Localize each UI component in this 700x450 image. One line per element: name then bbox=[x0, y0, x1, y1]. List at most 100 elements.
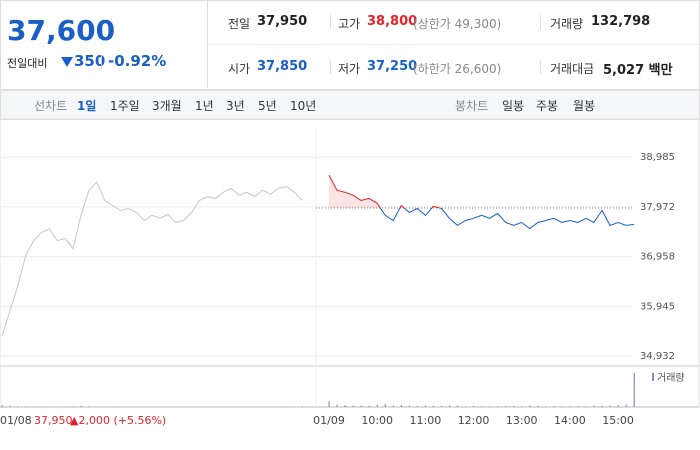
stat-value: 132,798 bbox=[591, 14, 651, 29]
volume-bar bbox=[360, 405, 362, 407]
price-line bbox=[1, 181, 303, 337]
change-label: 전일대비 bbox=[7, 57, 48, 70]
volume-bar bbox=[456, 405, 459, 407]
volume-bar bbox=[432, 405, 435, 407]
tab-group-label: 선차트 bbox=[34, 99, 68, 113]
volume-bar bbox=[529, 405, 531, 407]
separator bbox=[101, 55, 102, 69]
volume-bar bbox=[336, 404, 338, 407]
x-tick-label: 01/08 bbox=[0, 414, 32, 427]
separator bbox=[540, 60, 541, 74]
volume-bar bbox=[569, 406, 571, 407]
tab-group-label: 봉차트 bbox=[455, 99, 489, 113]
stat-value: 37,950 bbox=[257, 14, 308, 29]
stat-label: 거래대금 bbox=[550, 62, 595, 76]
chart: 38,985 37,972 36,958 35,945 34,932 거래량 01/08 01… bbox=[0, 118, 700, 427]
volume-bar bbox=[9, 406, 11, 407]
volume-bar bbox=[424, 405, 427, 407]
annotation-close: 37,950 bbox=[34, 414, 73, 427]
volume-bar bbox=[408, 405, 410, 407]
stat-label: 시가 bbox=[228, 62, 251, 76]
volume-bar bbox=[392, 405, 394, 407]
volume-bar bbox=[553, 406, 555, 407]
stat-value: 38,800 bbox=[367, 14, 418, 29]
stat-label: 고가 bbox=[338, 17, 361, 31]
volume-bar bbox=[577, 406, 579, 407]
volume-bar bbox=[448, 405, 451, 407]
y-tick-label: 35,945 bbox=[640, 301, 675, 312]
volume-bar bbox=[593, 405, 595, 407]
volume-bar bbox=[561, 406, 563, 407]
tab[interactable]: 1일 bbox=[77, 99, 97, 113]
volume-bar bbox=[585, 406, 587, 407]
volume-bar bbox=[72, 406, 74, 407]
separator bbox=[330, 15, 331, 29]
tab-bar bbox=[0, 90, 700, 120]
separator bbox=[330, 60, 331, 74]
volume-bar bbox=[440, 406, 443, 407]
x-tick-label: 10:00 bbox=[361, 414, 393, 427]
tab[interactable]: 10년 bbox=[290, 99, 317, 113]
volume-bar bbox=[617, 405, 619, 407]
volume-legend: 거래량 bbox=[657, 372, 685, 384]
header-divider bbox=[207, 0, 208, 88]
x-tick-label: 11:00 bbox=[410, 414, 442, 427]
volume-bar bbox=[465, 406, 467, 407]
volume-bar bbox=[376, 404, 378, 407]
tab[interactable]: 5년 bbox=[258, 99, 277, 113]
x-tick-label: 15:00 bbox=[602, 414, 634, 427]
stat-label: 전일 bbox=[228, 17, 251, 31]
tab[interactable]: 주봉 bbox=[536, 99, 559, 113]
up-area bbox=[329, 175, 635, 208]
annotation-change: ▲2,000 (+5.56%) bbox=[70, 414, 166, 427]
volume-bar bbox=[489, 406, 491, 407]
volume-bar bbox=[17, 406, 19, 407]
x-tick-label: 01/09 bbox=[313, 414, 345, 427]
volume-bar bbox=[473, 406, 475, 407]
stat-label: 저가 bbox=[338, 62, 361, 76]
tab[interactable]: 1주일 bbox=[110, 99, 140, 113]
tab[interactable]: 3년 bbox=[226, 99, 245, 113]
down-arrow bbox=[61, 57, 73, 67]
volume-bar bbox=[633, 373, 635, 407]
tab[interactable]: 월봉 bbox=[573, 99, 596, 113]
stat-note: (상한가 49,300) bbox=[413, 17, 502, 31]
stat-value: 37,850 bbox=[257, 59, 308, 74]
stats-divider bbox=[208, 44, 699, 45]
tab[interactable]: 1년 bbox=[195, 99, 214, 113]
stat-note: (하한가 26,600) bbox=[413, 62, 502, 76]
separator bbox=[540, 15, 541, 29]
volume-bar bbox=[400, 405, 402, 407]
price-line-up bbox=[328, 174, 442, 208]
volume-bar bbox=[625, 404, 627, 407]
x-tick-label: 12:00 bbox=[458, 414, 490, 427]
volume-bar bbox=[537, 406, 539, 407]
volume-bar bbox=[1, 405, 3, 407]
volume-bar bbox=[80, 406, 82, 407]
volume-bar bbox=[521, 406, 523, 407]
y-tick-label: 36,958 bbox=[640, 252, 675, 263]
volume-bar bbox=[88, 406, 90, 407]
volume-bar bbox=[497, 406, 499, 407]
volume-bar bbox=[368, 405, 370, 407]
stat-value: 37,250 bbox=[367, 59, 418, 74]
tab[interactable]: 3개월 bbox=[152, 99, 182, 113]
stat-value: 5,027 백만 bbox=[603, 63, 673, 78]
volume-bar bbox=[328, 401, 330, 407]
plot-frame bbox=[0, 118, 700, 408]
volume-bar bbox=[545, 406, 547, 407]
tab[interactable]: 일봉 bbox=[502, 99, 525, 113]
change-rate: -0.92% bbox=[108, 52, 167, 70]
x-tick-label: 14:00 bbox=[554, 414, 586, 427]
volume-bar bbox=[609, 405, 611, 407]
volume-bar bbox=[513, 406, 515, 407]
x-tick-label: 13:00 bbox=[506, 414, 538, 427]
volume-bar bbox=[505, 406, 507, 407]
y-tick-label: 34,932 bbox=[640, 351, 675, 362]
change: 350 bbox=[74, 52, 106, 70]
price-line-down bbox=[379, 207, 635, 230]
volume-bar bbox=[601, 405, 603, 407]
volume-bar bbox=[384, 403, 386, 407]
y-tick-label: 37,972 bbox=[640, 202, 675, 213]
